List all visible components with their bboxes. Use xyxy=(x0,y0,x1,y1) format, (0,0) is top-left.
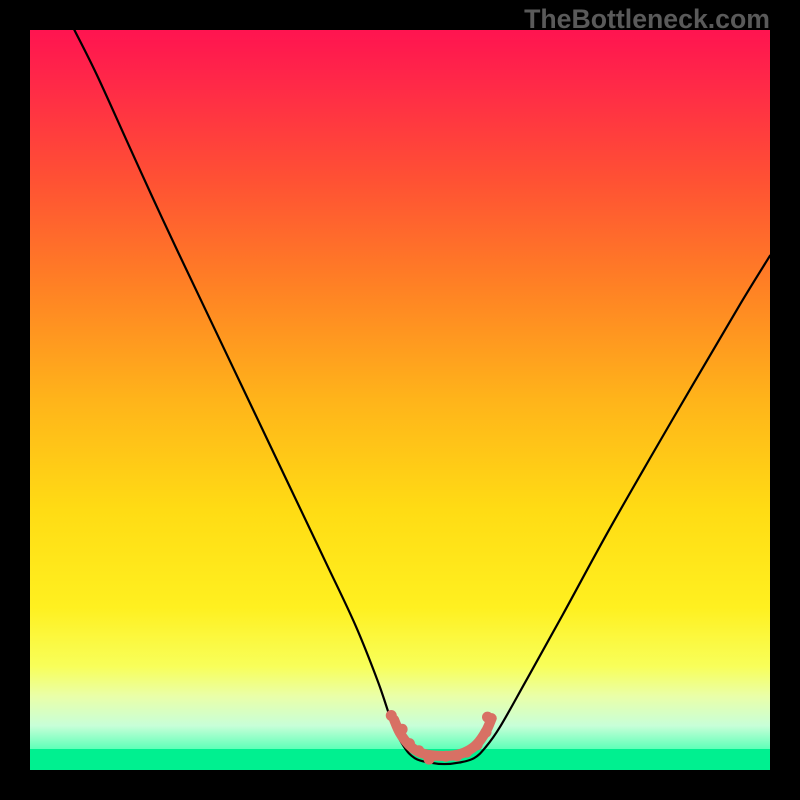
watermark-text: TheBottleneck.com xyxy=(524,4,770,35)
trough-dot xyxy=(461,747,472,758)
plot-area xyxy=(30,30,770,770)
trough-dot xyxy=(424,754,435,765)
trough-dot xyxy=(397,724,408,735)
trough-dot xyxy=(472,739,483,750)
trough-dot xyxy=(413,745,424,756)
bottleneck-curve xyxy=(74,30,770,764)
curve-layer xyxy=(30,30,770,770)
trough-highlight xyxy=(394,718,492,756)
chart-frame: TheBottleneck.com xyxy=(0,0,800,800)
trough-dot xyxy=(440,751,451,762)
trough-dot xyxy=(452,750,463,761)
trough-dot xyxy=(386,710,397,721)
trough-dot xyxy=(481,727,492,738)
trough-dot xyxy=(404,738,415,749)
trough-dot xyxy=(482,712,493,723)
